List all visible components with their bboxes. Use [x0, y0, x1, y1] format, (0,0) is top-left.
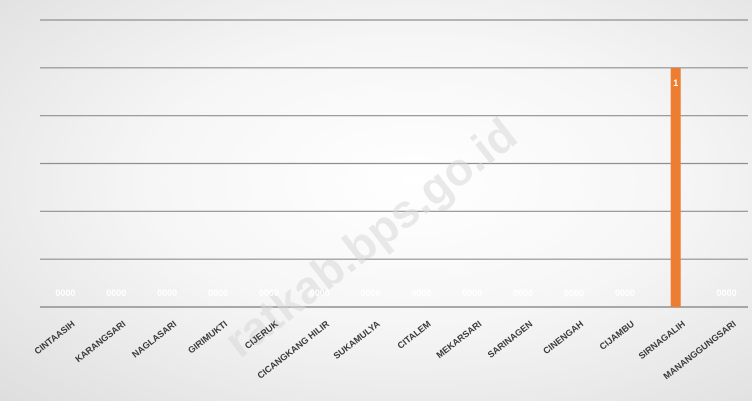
category-label: MEKARSARI — [434, 319, 483, 360]
category-label: SIRNAGALIH — [637, 319, 687, 361]
data-label: 0000 — [208, 288, 228, 298]
gridlines — [40, 19, 748, 308]
category-label: CITALEM — [396, 319, 433, 351]
category-label: KARANGSARI — [73, 319, 127, 364]
data-label: 0000 — [717, 288, 737, 298]
data-label: 0000 — [513, 288, 533, 298]
bar-sirnagalih — [670, 67, 681, 307]
data-label: 0000 — [55, 288, 75, 298]
category-label: CINENGAH — [541, 319, 585, 356]
category-label: SARINAGEN — [486, 319, 535, 360]
category-label: SUKAMULYA — [332, 318, 383, 361]
data-label: 1 — [673, 78, 678, 88]
data-label: 0000 — [157, 288, 177, 298]
category-label: CINTAASIH — [32, 319, 76, 357]
category-label: NAGLASARI — [130, 319, 178, 360]
bars — [670, 67, 681, 307]
data-label: 0000 — [310, 288, 330, 298]
data-label: 0000 — [462, 288, 482, 298]
data-label: 0000 — [615, 288, 635, 298]
value-labels: 0000 0000 0000 0000 0000 0000 0000 0000 0000 0000… — [55, 78, 736, 298]
data-label: 0000 — [564, 288, 584, 298]
data-label: 0000 — [411, 288, 431, 298]
category-label: CIJAMBU — [598, 319, 636, 352]
data-label: 0000 — [106, 288, 126, 298]
data-label: 0000 — [361, 288, 381, 298]
data-label: 0000 — [259, 288, 279, 298]
